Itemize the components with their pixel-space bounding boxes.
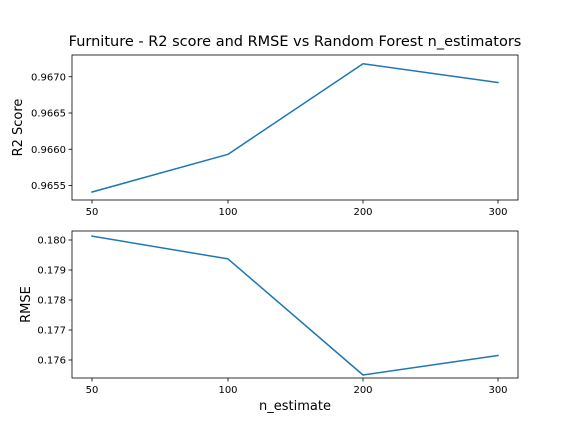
r2-y-tick-label: 0.9660: [31, 145, 66, 156]
rmse-y-tick-label: 0.177: [37, 326, 66, 337]
subplot-r2: 0.9655 0.9660 0.9665 0.9670 50 100 200 300 R2 Sc…: [11, 54, 519, 218]
rmse-x-tick-label: 300: [488, 385, 507, 396]
chart-title: Furniture - R2 score and RMSE vs Random …: [69, 34, 522, 50]
rmse-y-tick-label: 0.180: [37, 236, 66, 247]
r2-x-tick-label: 200: [353, 207, 372, 218]
rmse-x-tick-label: 100: [218, 385, 237, 396]
r2-y-tick-label: 0.9655: [31, 181, 66, 192]
rmse-y-tick-label: 0.176: [37, 356, 66, 367]
rmse-y-axis-title: RMSE: [19, 286, 34, 323]
r2-y-axis-title: R2 Score: [11, 99, 26, 157]
subplot-rmse: 0.176 0.177 0.178 0.179 0.180 50 100 200 300 RMSE: [19, 230, 519, 396]
rmse-series-line: [91, 235, 499, 376]
r2-series-line: [91, 62, 499, 193]
x-axis-title: n_estimate: [259, 399, 331, 414]
r2-x-tick-label: 100: [218, 207, 237, 218]
rmse-y-tick-label: 0.179: [37, 266, 66, 277]
rmse-x-tick-label: 50: [86, 385, 99, 396]
rmse-plot-frame: [71, 230, 519, 379]
r2-x-tick-label: 50: [86, 207, 99, 218]
r2-y-tick-label: 0.9665: [31, 109, 66, 120]
r2-plot-frame: [71, 54, 519, 201]
r2-x-tick-label: 300: [488, 207, 507, 218]
r2-y-tick-label: 0.9670: [31, 72, 66, 83]
rmse-x-tick-label: 200: [353, 385, 372, 396]
rmse-y-tick-label: 0.178: [37, 296, 66, 307]
